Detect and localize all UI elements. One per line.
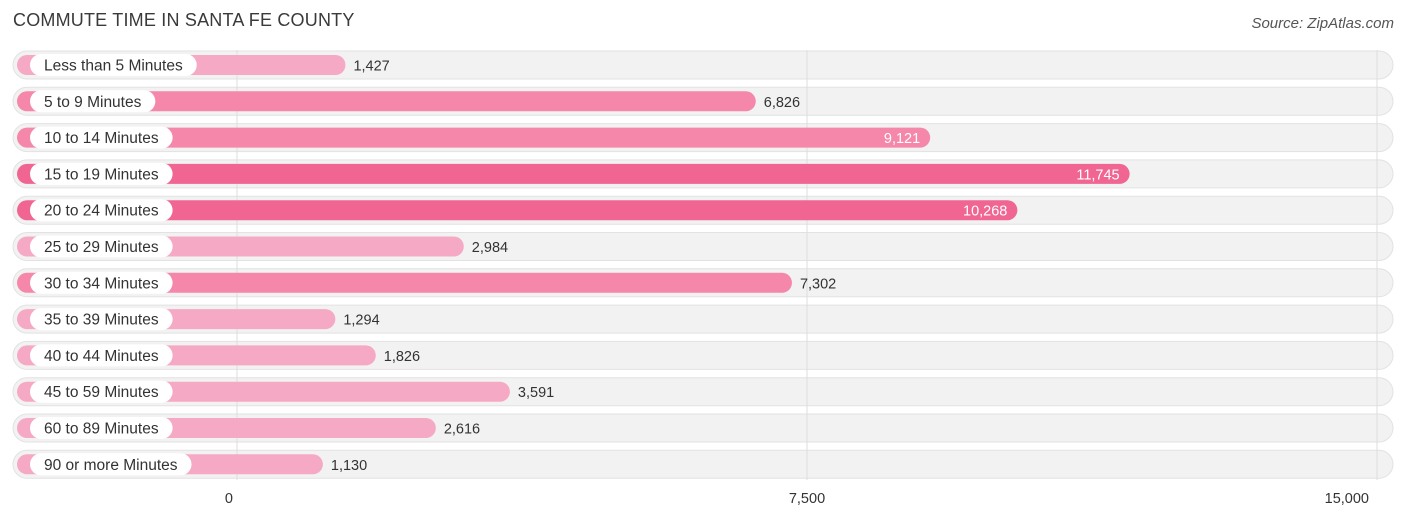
category-pill [30,162,173,185]
category-pill [30,90,156,113]
chart-title: COMMUTE TIME IN SANTA FE COUNTY [13,10,355,30]
bar [17,163,1130,184]
category-pill [30,126,173,149]
value-label: 1,826 [384,349,420,365]
category-pill [30,199,173,222]
bar [17,200,1018,221]
row-track [12,304,1394,334]
category-pill [30,344,173,367]
value-label: 7,302 [800,276,836,292]
value-label: 9,121 [884,131,920,147]
row-track [12,50,1394,80]
row-track [12,449,1394,479]
x-tick-label: 7,500 [789,491,825,507]
category-label: 10 to 14 Minutes [44,130,159,147]
category-label: 20 to 24 Minutes [44,203,159,220]
category-pill [30,453,192,476]
category-label: 40 to 44 Minutes [44,348,159,365]
category-pill [30,54,197,76]
value-label: 1,130 [331,458,367,474]
category-label: 90 or more Minutes [44,457,178,474]
category-pill [30,417,173,439]
value-label: 6,826 [764,95,800,111]
category-label: 15 to 19 Minutes [44,166,159,183]
value-label: 2,984 [472,240,508,256]
category-label: 30 to 34 Minutes [44,275,159,292]
value-label: 3,591 [518,385,554,401]
category-pill [30,308,173,331]
source-note: Source: ZipAtlas.com [1251,15,1394,32]
x-tick-label: 15,000 [1325,491,1369,507]
category-label: 45 to 59 Minutes [44,384,159,401]
category-label: 5 to 9 Minutes [44,94,142,111]
value-label: 1,427 [353,59,389,75]
value-label: 10,268 [963,204,1007,220]
category-label: 35 to 39 Minutes [44,312,159,329]
category-pill [30,271,173,294]
bar [17,272,792,293]
bar [17,91,756,112]
value-label: 1,294 [343,313,379,329]
value-label: 2,616 [444,422,480,438]
category-pill [30,235,173,258]
category-label: Less than 5 Minutes [44,58,183,75]
value-label: 11,745 [1076,167,1119,183]
category-label: 25 to 29 Minutes [44,239,159,256]
x-tick-label: 0 [225,491,233,507]
category-pill [30,380,173,403]
category-label: 60 to 89 Minutes [44,421,159,438]
bar [17,127,931,148]
